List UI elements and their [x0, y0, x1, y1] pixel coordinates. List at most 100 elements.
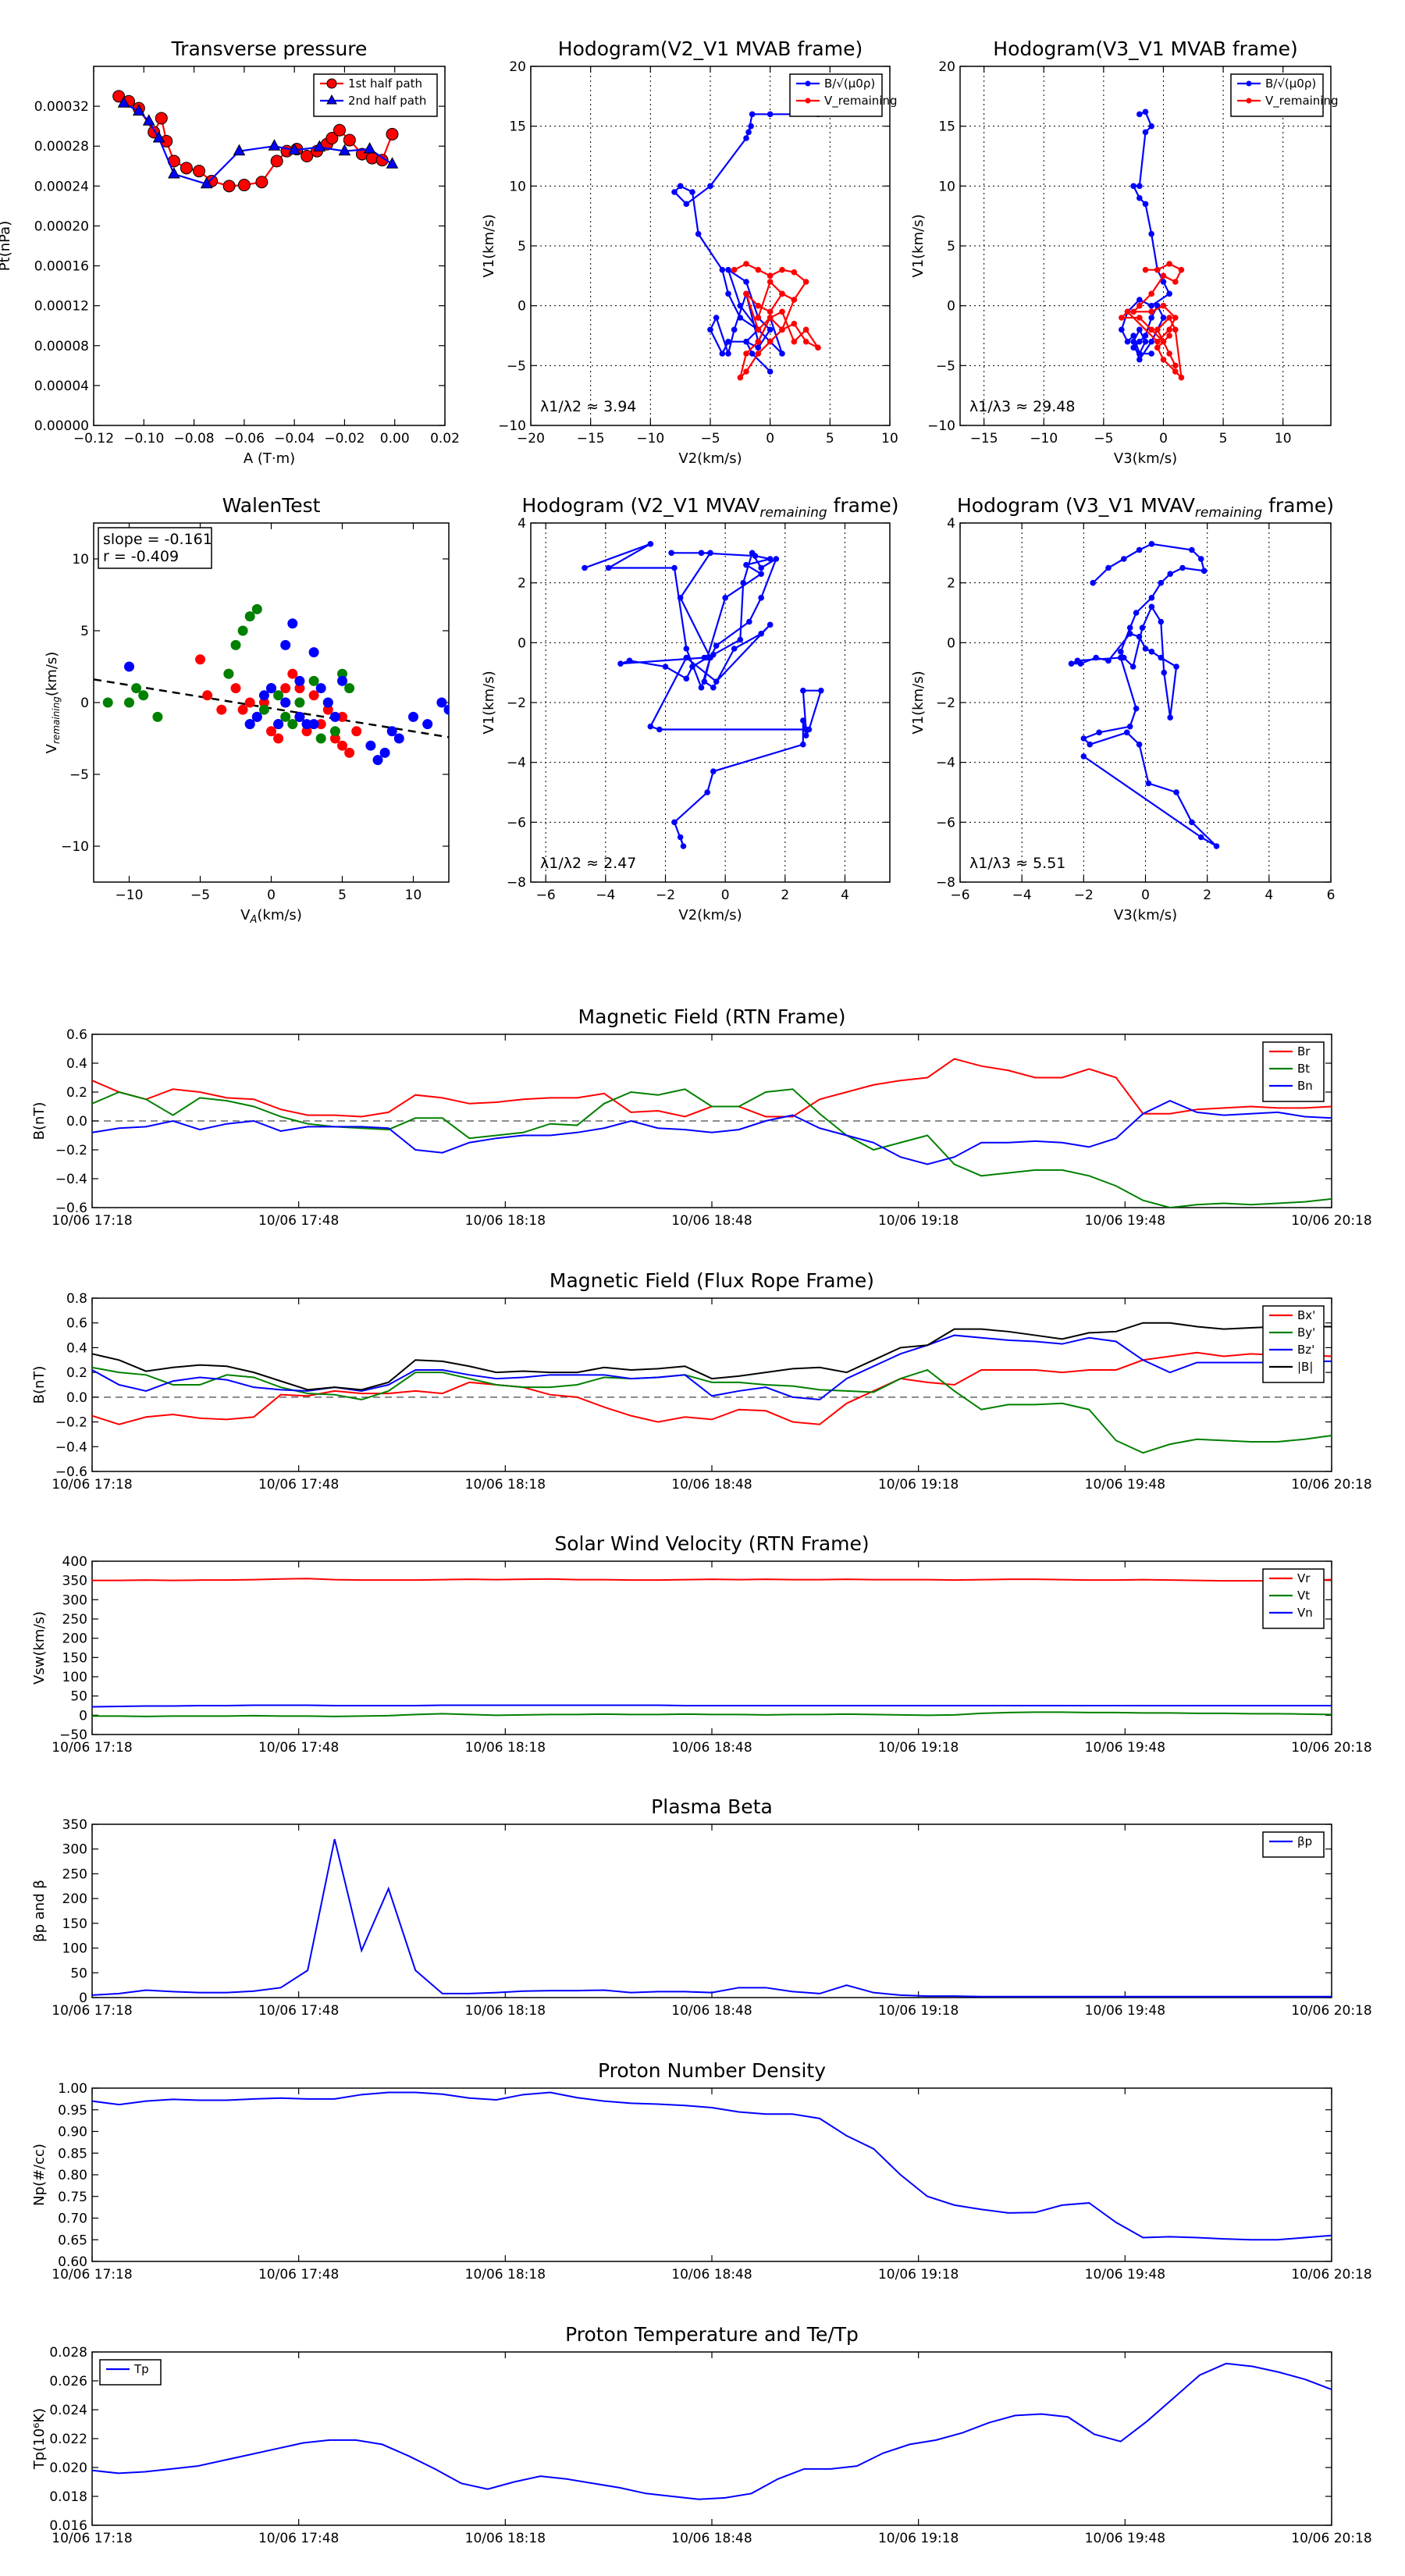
data-point: [1148, 302, 1154, 309]
x-axis-label: V2(km/s): [678, 907, 742, 923]
data-point: [237, 704, 248, 715]
data-point: [436, 697, 447, 708]
chart-title: Proton Number Density: [598, 2059, 826, 2082]
data-point: [713, 315, 720, 321]
plot-area: [582, 541, 824, 849]
data-point: [1158, 654, 1165, 661]
data-point: [244, 697, 255, 708]
chart-title: WalenTest: [222, 494, 321, 517]
data-point: [791, 269, 798, 276]
y-tick-label: 0.00028: [34, 139, 89, 155]
data-point: [1160, 356, 1167, 363]
legend-box: [789, 73, 883, 117]
data-point: [683, 646, 690, 652]
data-point: [779, 290, 785, 297]
data-point: [758, 564, 764, 571]
series-vn-line: [92, 1704, 1332, 1708]
data-point: [308, 690, 319, 701]
data-point: [806, 726, 813, 733]
data-point: [755, 350, 762, 357]
data-point: [244, 611, 255, 622]
legend-label: Vr: [1297, 1571, 1311, 1585]
y-tick-label: 100: [62, 1670, 87, 1685]
data-point: [767, 111, 774, 118]
eigen-ratio-label: λ1/λ2 ≈ 3.94: [540, 398, 636, 415]
data-point: [677, 595, 684, 601]
y-axis-label: B(nT): [31, 1102, 48, 1140]
y-tick-label: 0: [518, 635, 526, 651]
data-point: [1136, 356, 1143, 363]
data-point: [1118, 649, 1124, 655]
data-point: [710, 685, 717, 691]
x-tick-label: −5: [190, 888, 210, 903]
x-tick-label: 10/06 18:48: [671, 1213, 752, 1229]
data-point: [386, 157, 399, 169]
data-point: [1105, 657, 1112, 664]
data-point: [737, 302, 744, 309]
y-tick-label: 0.00024: [34, 179, 89, 194]
x-tick-label: −2: [656, 888, 675, 903]
data-point: [1133, 610, 1140, 616]
axes-frame: [91, 1034, 1332, 1208]
data-point: [223, 668, 234, 679]
data-point: [1126, 624, 1133, 631]
data-point: [656, 726, 663, 733]
data-point: [294, 697, 305, 708]
data-point: [662, 664, 669, 670]
data-point: [287, 668, 298, 679]
data-point: [1129, 664, 1136, 670]
data-point: [308, 647, 319, 658]
y-tick-label: 0.00008: [34, 339, 89, 354]
x-tick-label: −0.10: [123, 431, 164, 447]
data-point: [758, 571, 764, 577]
data-point: [677, 834, 684, 841]
data-point: [1161, 669, 1168, 676]
data-point: [755, 344, 762, 351]
legend-label: Bx': [1297, 1308, 1315, 1322]
legend-label: |B|: [1297, 1360, 1313, 1374]
x-tick-label: 10/06 19:18: [878, 2003, 959, 2019]
data-point: [408, 711, 418, 722]
data-point: [287, 618, 298, 629]
axes-frame: [91, 2087, 1332, 2262]
data-point: [1189, 819, 1195, 826]
y-tick-label: −2: [507, 696, 526, 711]
data-point: [1139, 624, 1146, 631]
data-point: [131, 683, 142, 694]
data-point: [748, 123, 754, 130]
legend-label: V_remaining: [824, 94, 898, 109]
data-point: [1160, 315, 1167, 321]
plot-area: [94, 603, 449, 766]
y-tick-label: −10: [498, 418, 526, 434]
x-tick-label: 10/06 18:18: [465, 1213, 546, 1229]
x-tick-label: 6: [1327, 888, 1336, 903]
data-point: [743, 368, 749, 375]
data-point: [1178, 266, 1185, 273]
chart-title: Hodogram(V3_V1 MVAB frame): [993, 37, 1297, 60]
chart-title: Proton Temperature and Te/Tp: [565, 2323, 859, 2346]
data-point: [707, 654, 713, 661]
y-tick-label: −0.2: [55, 1415, 87, 1431]
data-point: [779, 266, 785, 273]
data-point: [791, 338, 798, 345]
data-point: [647, 541, 654, 547]
data-point: [1136, 297, 1143, 303]
data-point: [767, 326, 774, 333]
data-point: [731, 326, 738, 333]
y-tick-label: 0.60: [58, 2254, 87, 2270]
y-axis-label: βp and β: [31, 1880, 48, 1942]
chart-5: Hodogram (V3_V1 MVAVremaining frame)−8−6…: [910, 494, 1335, 923]
data-point: [737, 374, 744, 381]
data-point: [230, 683, 241, 694]
data-point: [301, 726, 312, 737]
data-point: [800, 741, 806, 748]
data-point: [1148, 290, 1154, 297]
data-point: [301, 719, 312, 730]
data-point: [372, 755, 383, 766]
data-point: [1148, 595, 1155, 601]
data-point: [1142, 338, 1149, 345]
data-point: [1124, 308, 1131, 315]
data-point: [695, 230, 702, 237]
data-point: [273, 733, 284, 744]
y-tick-label: 0.0: [66, 1390, 87, 1406]
